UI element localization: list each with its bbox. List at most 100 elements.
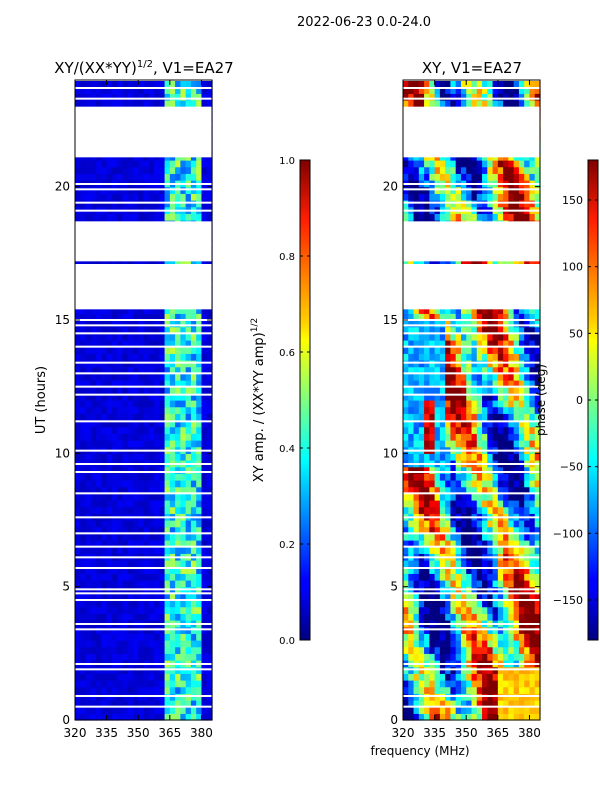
flagged-row (75, 372, 212, 375)
heatmap-cell (492, 386, 499, 394)
heatmap-cell (132, 700, 139, 708)
heatmap-cell (434, 173, 441, 181)
heatmap-cell (466, 193, 473, 201)
heatmap-cell (524, 506, 531, 514)
heatmap-cell (122, 306, 129, 314)
heatmap-cell (101, 526, 108, 534)
heatmap-cell (434, 333, 441, 341)
heatmap-cell (482, 193, 488, 201)
heatmap-cell (164, 400, 171, 408)
heatmap-cell (455, 700, 462, 708)
left-flagged-rows (75, 79, 212, 708)
heatmap-cell (503, 320, 509, 328)
heatmap-cell (169, 393, 176, 401)
heatmap-cell (80, 593, 87, 601)
heatmap-cell (185, 433, 192, 441)
heatmap-cell (492, 560, 499, 568)
heatmap-cell (503, 380, 509, 388)
heatmap-cell (482, 486, 488, 494)
heatmap-cell (132, 373, 139, 381)
heatmap-cell (201, 493, 208, 501)
heatmap-cell (154, 546, 160, 554)
heatmap-cell (487, 560, 494, 568)
heatmap-cell (524, 173, 531, 181)
heatmap-cell (413, 166, 420, 174)
heatmap-cell (175, 600, 181, 608)
heatmap-cell (471, 326, 478, 334)
heatmap-cell (75, 580, 81, 588)
heatmap-cell (180, 93, 187, 101)
heatmap-cell (503, 313, 509, 321)
heatmap-cell (445, 540, 452, 548)
heatmap-cell (196, 440, 203, 448)
heatmap-cell (143, 680, 150, 688)
heatmap-cell (159, 313, 166, 321)
heatmap-cell (122, 593, 129, 601)
heatmap-cell (164, 426, 171, 434)
heatmap-cell (471, 486, 478, 494)
heatmap-cell (503, 533, 509, 541)
heatmap-cell (196, 686, 203, 694)
heatmap-cell (418, 346, 425, 354)
heatmap-cell (429, 533, 436, 541)
heatmap-cell (445, 700, 452, 708)
heatmap-cell (524, 306, 531, 314)
heatmap-cell (403, 100, 409, 108)
heatmap-cell (111, 640, 118, 648)
heatmap-cell (471, 673, 478, 681)
heatmap-cell (476, 500, 483, 508)
heatmap-cell (127, 213, 134, 221)
heatmap-cell (201, 353, 208, 361)
heatmap-cell (445, 606, 452, 614)
heatmap-cell (169, 386, 176, 394)
heatmap-cell (164, 386, 171, 394)
heatmap-cell (503, 486, 509, 494)
heatmap-cell (122, 433, 129, 441)
heatmap-cell (132, 506, 139, 514)
heatmap-cell (96, 633, 102, 641)
heatmap-cell (132, 340, 139, 348)
heatmap-cell (466, 353, 473, 361)
flagged-row (75, 556, 212, 559)
heatmap-cell (503, 426, 509, 434)
heatmap-cell (175, 613, 181, 621)
heatmap-cell (175, 640, 181, 648)
heatmap-cell (471, 606, 478, 614)
heatmap-cell (503, 500, 509, 508)
heatmap-cell (424, 340, 430, 348)
heatmap-cell (466, 580, 473, 588)
heatmap-cell (471, 500, 478, 508)
heatmap-cell (445, 613, 452, 621)
heatmap-cell (403, 313, 409, 321)
heatmap-cell (101, 426, 108, 434)
heatmap-cell (429, 260, 436, 268)
heatmap-cell (122, 600, 129, 608)
heatmap-cell (460, 353, 467, 361)
heatmap-cell (175, 100, 181, 108)
heatmap-cell (117, 366, 124, 374)
heatmap-cell (524, 260, 531, 268)
heatmap-cell (80, 326, 87, 334)
heatmap-cell (154, 320, 160, 328)
heatmap-cell (148, 400, 155, 408)
heatmap-cell (148, 373, 155, 381)
heatmap-cell (175, 413, 181, 421)
heatmap-cell (418, 700, 425, 708)
heatmap-cell (185, 700, 192, 708)
heatmap-cell (132, 533, 139, 541)
heatmap-cell (154, 480, 160, 488)
heatmap-cell (206, 380, 213, 388)
heatmap-cell (450, 466, 457, 474)
heatmap-cell (476, 673, 483, 681)
heatmap-cell (439, 313, 446, 321)
heatmap-cell (455, 673, 462, 681)
heatmap-cell (117, 533, 124, 541)
heatmap-cell (424, 580, 430, 588)
heatmap-cell (180, 340, 187, 348)
heatmap-cell (503, 633, 509, 641)
heatmap-cell (75, 440, 81, 448)
heatmap-cell (206, 440, 213, 448)
heatmap-cell (439, 420, 446, 428)
heatmap-cell (127, 260, 134, 268)
heatmap-cell (460, 506, 467, 514)
